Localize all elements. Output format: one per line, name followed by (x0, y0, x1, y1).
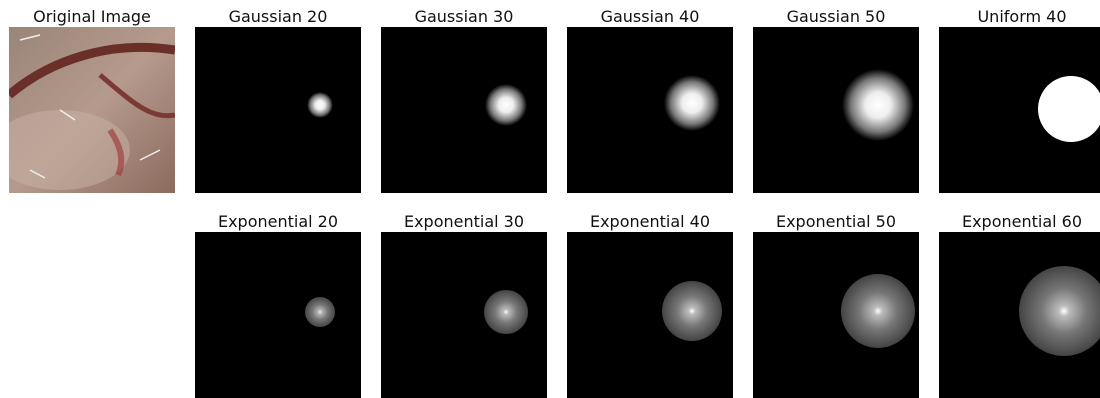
panel-title: Exponential 20 (218, 212, 338, 231)
panel-title: Gaussian 20 (229, 7, 328, 26)
figure: Original Image Gaussian 20 Gaussian 30 G… (0, 0, 1100, 398)
top-titles: Original Image Gaussian 20 Gaussian 30 G… (33, 7, 1066, 26)
bottom-titles: Exponential 20 Exponential 30 Exponentia… (218, 212, 1082, 231)
panel-title: Exponential 50 (776, 212, 896, 231)
panel-title: Exponential 60 (962, 212, 1082, 231)
original-image (0, 27, 175, 193)
top-panels (195, 27, 1100, 193)
panel-title: Gaussian 30 (415, 7, 514, 26)
panel-title: Original Image (33, 7, 151, 26)
panel-title: Exponential 40 (590, 212, 710, 231)
panel-title: Uniform 40 (977, 7, 1066, 26)
panel-title: Gaussian 40 (601, 7, 700, 26)
panel-title: Gaussian 50 (787, 7, 886, 26)
bottom-panels (195, 232, 1100, 398)
panel-title: Exponential 30 (404, 212, 524, 231)
